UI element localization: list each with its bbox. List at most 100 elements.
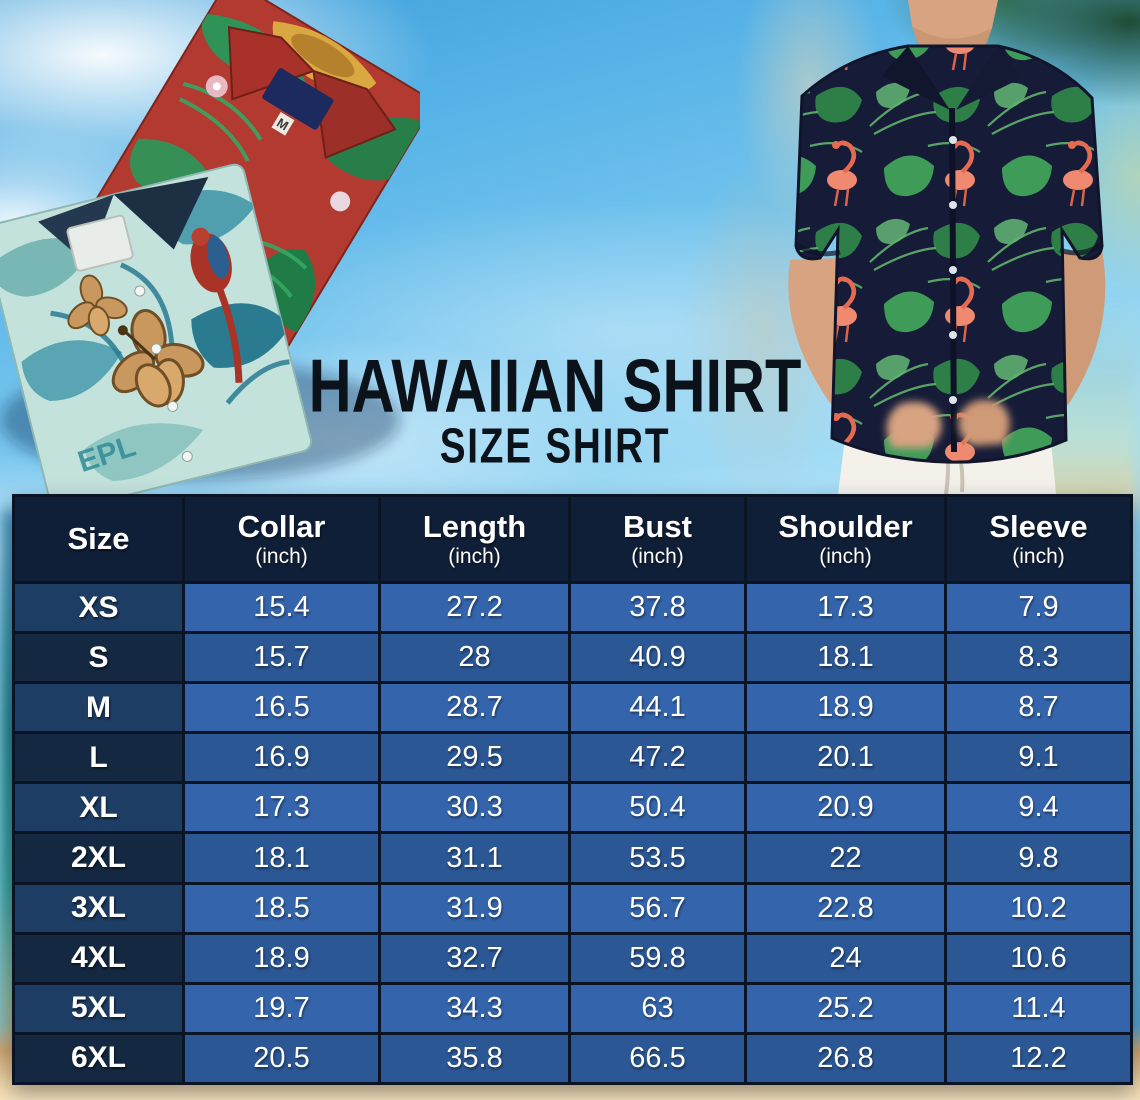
value-cell: 9.1: [944, 731, 1133, 785]
table-row: 6XL 20.5 35.8 66.5 26.8 12.2: [12, 1031, 1133, 1086]
table-row: 4XL 18.9 32.7 59.8 24 10.6: [12, 931, 1133, 985]
column-label: Bust: [623, 508, 692, 544]
column-label: Collar: [237, 508, 326, 544]
size-cell: 6XL: [12, 1031, 185, 1086]
model-right-hand: [886, 401, 942, 448]
value-cell: 32.7: [378, 931, 571, 985]
value-cell: 53.5: [568, 831, 747, 885]
poster-subtitle: SIZE SHIRT: [439, 418, 671, 474]
column-label: Sleeve: [989, 508, 1088, 544]
value-cell: 18.9: [744, 681, 947, 735]
value-cell: 9.4: [944, 781, 1133, 835]
value-cell: 24: [744, 931, 947, 985]
value-cell: 47.2: [568, 731, 747, 785]
table-row: 5XL 19.7 34.3 63 25.2 11.4: [12, 981, 1133, 1035]
value-cell: 10.2: [944, 881, 1133, 935]
value-cell: 56.7: [568, 881, 747, 935]
size-cell: M: [12, 681, 185, 735]
value-cell: 18.5: [182, 881, 381, 935]
model-shirt: [794, 44, 1104, 464]
teal-shirt-pocket: [66, 214, 134, 272]
table-row: XS 15.4 27.2 37.8 17.3 7.9: [12, 580, 1133, 635]
size-cell: 3XL: [12, 881, 185, 935]
value-cell: 15.7: [182, 631, 381, 685]
table-row: L 16.9 29.5 47.2 20.1 9.1: [12, 731, 1133, 785]
value-cell: 18.9: [182, 931, 381, 985]
column-label: Shoulder: [778, 508, 913, 544]
value-cell: 27.2: [378, 580, 571, 635]
header-cell-size: Size: [12, 494, 185, 584]
value-cell: 17.3: [182, 781, 381, 835]
poster-title: HAWAIIAN SHIRT: [308, 343, 802, 429]
table-row: M 16.5 28.7 44.1 18.9 8.7: [12, 681, 1133, 735]
value-cell: 59.8: [568, 931, 747, 985]
value-cell: 66.5: [568, 1031, 747, 1086]
title-block: HAWAIIAN SHIRT SIZE SHIRT: [270, 343, 840, 471]
table-row: 3XL 18.5 31.9 56.7 22.8 10.2: [12, 881, 1133, 935]
value-cell: 8.3: [944, 631, 1133, 685]
shirt-placket: [949, 107, 957, 453]
value-cell: 31.9: [378, 881, 571, 935]
model-shirt-collar: [882, 46, 950, 110]
teal-shirt: EPL: [0, 163, 313, 500]
teal-shirt-collar: [113, 177, 209, 250]
value-cell: 15.4: [182, 580, 381, 635]
red-shirt-label: [262, 68, 334, 130]
value-cell: 18.1: [744, 631, 947, 685]
value-cell: 30.3: [378, 781, 571, 835]
value-cell: 37.8: [568, 580, 747, 635]
value-cell: 10.6: [944, 931, 1133, 985]
shirt-buttons: [949, 136, 957, 404]
value-cell: 12.2: [944, 1031, 1133, 1086]
value-cell: 20.5: [182, 1031, 381, 1086]
value-cell: 26.8: [744, 1031, 947, 1086]
header-cell-collar: Collar (inch): [182, 494, 381, 584]
value-cell: 9.8: [944, 831, 1133, 885]
teal-shirt-parrot: [190, 227, 243, 383]
value-cell: 28: [378, 631, 571, 685]
header-cell-sleeve: Sleeve (inch): [944, 494, 1133, 584]
size-cell: XL: [12, 781, 185, 835]
column-unit: (inch): [819, 545, 872, 569]
value-cell: 7.9: [944, 580, 1133, 635]
size-cell: 2XL: [12, 831, 185, 885]
column-unit: (inch): [448, 545, 501, 569]
folded-shirts-photo: M: [0, 0, 420, 500]
value-cell: 16.5: [182, 681, 381, 735]
header-cell-length: Length (inch): [378, 494, 571, 584]
value-cell: 8.7: [944, 681, 1133, 735]
size-cell: 4XL: [12, 931, 185, 985]
model-left-hand: [958, 399, 1010, 446]
size-cell: XS: [12, 580, 185, 635]
table-row: 2XL 18.1 31.1 53.5 22 9.8: [12, 831, 1133, 885]
value-cell: 18.1: [182, 831, 381, 885]
column-unit: (inch): [255, 545, 308, 569]
value-cell: 20.9: [744, 781, 947, 835]
value-cell: 63: [568, 981, 747, 1035]
column-label: Length: [422, 508, 527, 544]
size-cell: L: [12, 731, 185, 785]
value-cell: 44.1: [568, 681, 747, 735]
size-table-body: XS 15.4 27.2 37.8 17.3 7.9 S 15.7 28 40.9 18.1 8.3 M…: [12, 580, 1133, 1086]
teal-shirt-buttons: [134, 285, 193, 462]
value-cell: 17.3: [744, 580, 947, 635]
size-table-header-row: Size Collar (inch) Length (inch) Bust (inch) Sh…: [12, 494, 1133, 584]
size-cell: S: [12, 631, 185, 685]
header-cell-bust: Bust (inch): [568, 494, 747, 584]
value-cell: 34.3: [378, 981, 571, 1035]
header-cell-shoulder: Shoulder (inch): [744, 494, 947, 584]
value-cell: 22.8: [744, 881, 947, 935]
model-photo: [788, 0, 1106, 494]
value-cell: 25.2: [744, 981, 947, 1035]
value-cell: 28.7: [378, 681, 571, 735]
column-label: Size: [67, 521, 130, 557]
value-cell: 19.7: [182, 981, 381, 1035]
red-shirt-collar: [312, 69, 397, 160]
value-cell: 29.5: [378, 731, 571, 785]
value-cell: 22: [744, 831, 947, 885]
value-cell: 20.1: [744, 731, 947, 785]
column-unit: (inch): [631, 545, 684, 569]
column-unit: (inch): [1012, 545, 1065, 569]
size-cell: 5XL: [12, 981, 185, 1035]
